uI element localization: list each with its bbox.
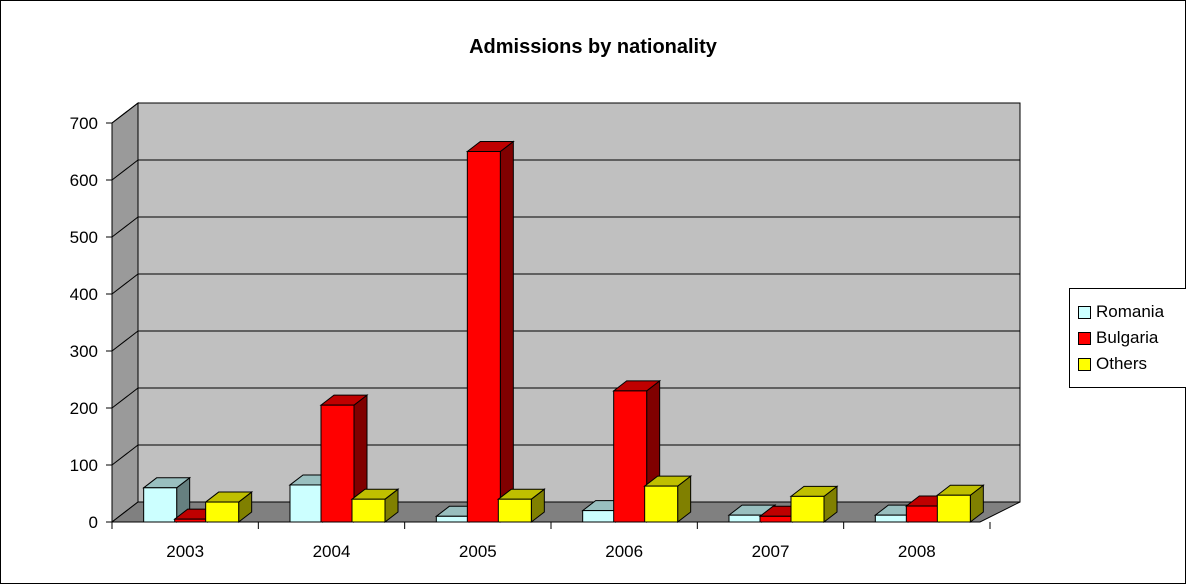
side-wall [111, 101, 139, 524]
y-tick-label: 400 [70, 285, 98, 304]
bar-others-2006 [643, 475, 693, 524]
bar-others-2004 [350, 488, 400, 524]
bar-bulgaria-2005 [465, 140, 515, 524]
gridline [111, 444, 1020, 466]
legend-label-romania: Romania [1096, 302, 1165, 321]
bar-front [351, 498, 386, 523]
x-tick-label: 2005 [459, 542, 497, 561]
legend-item-others: Others [1078, 353, 1147, 375]
x-tick-label: 2003 [166, 542, 204, 561]
bar-front [613, 390, 648, 523]
y-tick-label: 300 [70, 342, 98, 361]
legend-swatch-bulgaria [1078, 331, 1091, 345]
bar-front [143, 487, 178, 523]
legend-swatch-romania [1078, 305, 1091, 319]
bar-front [936, 494, 971, 523]
chart-legend: Romania Bulgaria Others [1069, 288, 1186, 388]
x-tick-label: 2008 [898, 542, 936, 561]
bar-front [582, 510, 617, 523]
y-tick-label: 200 [70, 399, 98, 418]
bar-others-2007 [789, 485, 839, 524]
bar-others-2003 [204, 491, 254, 524]
back-wall [137, 102, 1021, 503]
legend-label-others: Others [1096, 354, 1148, 373]
legend-swatch-others [1078, 357, 1091, 371]
bar-front [497, 498, 532, 523]
x-tick-label: 2007 [752, 542, 790, 561]
bar-front [320, 404, 355, 523]
bar-front [644, 485, 679, 523]
gridline [111, 102, 1020, 124]
bar-front [435, 515, 470, 523]
gridline [111, 330, 1020, 352]
bar-others-2008 [935, 484, 985, 524]
x-tick-label: 2006 [605, 542, 643, 561]
gridline [111, 216, 1020, 238]
bar-front [205, 501, 240, 523]
y-tick-label: 500 [70, 228, 98, 247]
bar-side [499, 140, 514, 524]
bar-others-2005 [496, 488, 546, 524]
y-tick-label: 600 [70, 171, 98, 190]
bar-front [874, 514, 909, 523]
bar-front [790, 495, 825, 523]
bar-front [466, 151, 501, 523]
y-tick-label: 100 [70, 456, 98, 475]
legend-item-romania: Romania [1078, 301, 1164, 323]
bar-front [289, 484, 324, 523]
bar-front [728, 514, 763, 523]
y-tick-label: 0 [89, 513, 98, 532]
x-tick-label: 2004 [313, 542, 351, 561]
bar-front [759, 515, 794, 523]
legend-label-bulgaria: Bulgaria [1096, 328, 1159, 347]
chart-title: Admissions by nationality [469, 36, 717, 58]
gridline [111, 159, 1020, 181]
bar-front [905, 505, 940, 523]
gridline [111, 273, 1020, 295]
gridline [111, 387, 1020, 409]
y-tick-label: 700 [70, 114, 98, 133]
legend-item-bulgaria: Bulgaria [1078, 327, 1158, 349]
